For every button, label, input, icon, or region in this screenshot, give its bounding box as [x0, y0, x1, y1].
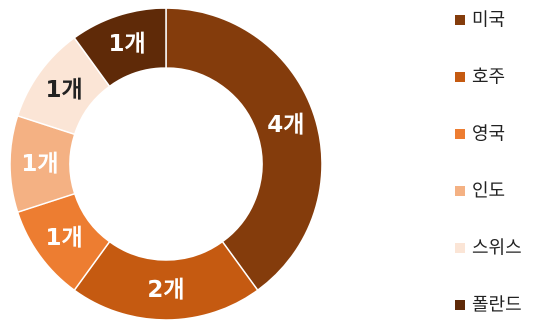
donut-slices — [9, 7, 323, 321]
data-label-스위스: 1개 — [45, 77, 82, 103]
donut-data-labels: 4개 2개 1개 1개 1개 1개 — [21, 31, 304, 303]
legend-item-폴란드: 폴란드 — [455, 295, 522, 316]
legend-label: 인도 — [472, 181, 505, 202]
data-label-폴란드: 1개 — [108, 31, 145, 57]
data-label-호주: 2개 — [147, 277, 184, 303]
legend-item-호주: 호주 — [455, 67, 505, 88]
legend-item-영국: 영국 — [455, 124, 505, 145]
slice-미국 — [165, 7, 323, 292]
legend-item-스위스: 스위스 — [455, 238, 522, 259]
data-label-미국: 4개 — [267, 112, 304, 138]
legend-swatch — [455, 72, 465, 82]
data-label-영국: 1개 — [45, 225, 82, 251]
slice-폴란드 — [73, 7, 167, 88]
legend-swatch — [455, 15, 465, 25]
legend-label: 스위스 — [472, 238, 522, 259]
data-label-인도: 1개 — [21, 151, 58, 177]
legend-swatch — [455, 300, 465, 310]
legend-item-인도: 인도 — [455, 181, 505, 202]
legend-label: 미국 — [472, 10, 505, 31]
legend-label: 영국 — [472, 124, 505, 145]
legend-item-미국: 미국 — [455, 10, 505, 31]
legend-label: 호주 — [472, 67, 505, 88]
legend-swatch — [455, 129, 465, 139]
legend-swatch — [455, 243, 465, 253]
legend-swatch — [455, 186, 465, 196]
legend-label: 폴란드 — [472, 295, 522, 316]
